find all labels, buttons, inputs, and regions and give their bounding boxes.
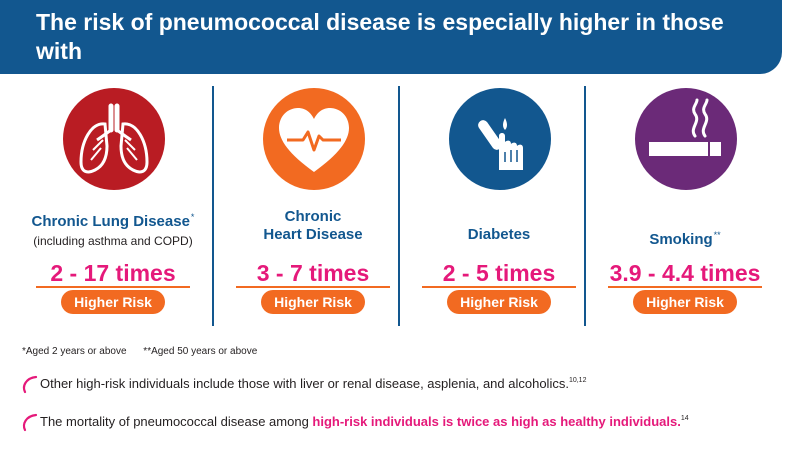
condition-title: Diabetes	[467, 226, 531, 243]
header-banner: The risk of pneumococcal disease is espe…	[0, 0, 782, 97]
note-mortality: The mortality of pneumococcal disease am…	[40, 414, 689, 429]
condition-panel-heart: Chronic Heart Disease 3 - 7 times Higher …	[214, 88, 412, 328]
condition-panel-smoking: Smoking** 3.9 - 4.4 times Higher Risk	[586, 88, 784, 328]
condition-title: Chronic Lung Disease*	[31, 212, 195, 230]
footnote-aged-2: *Aged 2 years or above	[22, 346, 127, 357]
condition-panel-diabetes: Diabetes 2 - 5 times Higher Risk	[400, 88, 598, 328]
risk-multiplier: 3 - 7 times	[256, 260, 370, 286]
column-divider	[584, 86, 586, 326]
condition-title: Smoking**	[649, 230, 721, 248]
heart-icon	[263, 88, 365, 190]
risk-multiplier: 2 - 5 times	[442, 260, 556, 286]
higher-risk-badge: Higher Risk	[261, 290, 365, 314]
higher-risk-badge: Higher Risk	[447, 290, 551, 314]
risk-multiplier: 3.9 - 4.4 times	[609, 260, 761, 286]
footnotes: *Aged 2 years or above **Aged 50 years o…	[22, 346, 257, 357]
crescent-bullet-icon	[22, 375, 38, 394]
finger-prick-icon	[449, 88, 551, 190]
higher-risk-badge: Higher Risk	[61, 290, 165, 314]
divider-line	[608, 286, 762, 288]
crescent-bullet-icon	[22, 413, 38, 432]
divider-line	[236, 286, 390, 288]
column-divider	[212, 86, 214, 326]
higher-risk-badge: Higher Risk	[633, 290, 737, 314]
banner-line-1: The risk of pneumococcal disease is espe…	[36, 9, 724, 64]
column-divider	[398, 86, 400, 326]
lungs-icon	[63, 88, 165, 190]
condition-panel-lung: Chronic Lung Disease* (including asthma …	[14, 88, 212, 328]
risk-multiplier: 2 - 17 times	[50, 260, 176, 286]
banner-refs: 11,12,33	[422, 76, 453, 85]
divider-line	[422, 286, 576, 288]
condition-subtitle: (including asthma and COPD)	[33, 234, 193, 248]
footnote-aged-50: **Aged 50 years or above	[143, 346, 258, 357]
banner-title: The risk of pneumococcal disease is espe…	[36, 8, 776, 99]
cigarette-icon	[635, 88, 737, 190]
divider-line	[36, 286, 190, 288]
note-highlight: high-risk individuals is twice as high a…	[312, 414, 681, 429]
condition-title: Chronic Heart Disease	[263, 208, 363, 243]
note-other-high-risk: Other high-risk individuals include thos…	[40, 376, 587, 391]
